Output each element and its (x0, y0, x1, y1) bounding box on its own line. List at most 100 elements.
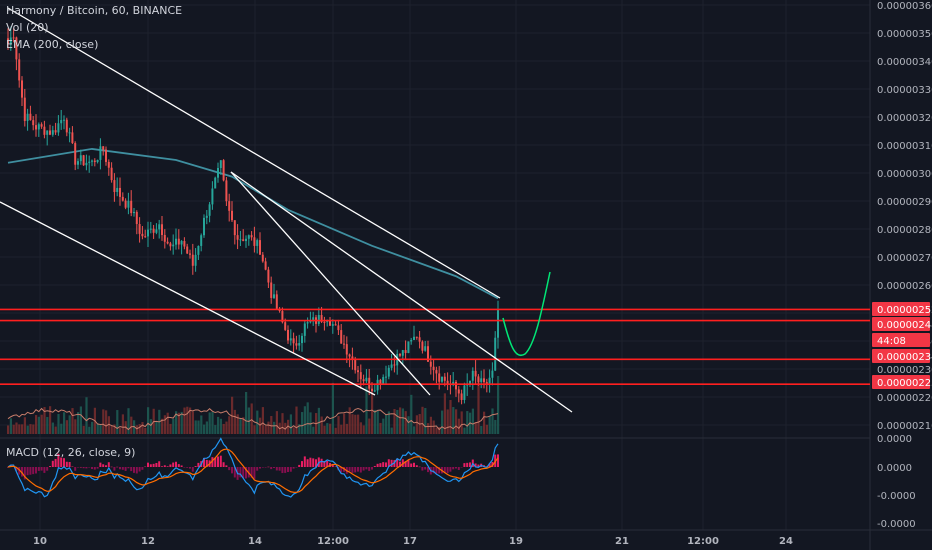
volume-bar (177, 412, 180, 434)
time-axis[interactable]: 10 12 14 12:00 17 19 21 12:00 24 (33, 536, 793, 547)
volume-bar (373, 409, 376, 434)
price-tag-label: 0.00000248 (877, 320, 932, 331)
macd-histogram-bar (407, 460, 410, 467)
volume-bar (79, 406, 82, 434)
macd-histogram-bar (79, 466, 82, 468)
volume-bar (385, 414, 388, 434)
candle-body (382, 377, 385, 384)
candle-body (194, 254, 197, 266)
volume-bar (217, 416, 220, 434)
volume-bar (138, 424, 141, 434)
volume-bar (26, 425, 29, 434)
volume-bar (357, 414, 360, 434)
volume-bar (155, 421, 158, 434)
macd-histogram-bar (278, 467, 281, 471)
volume-bar (264, 425, 267, 434)
volume-bar (225, 421, 228, 434)
volume-bar (480, 425, 483, 434)
time-tick-label: 14 (248, 536, 262, 547)
candle-body (46, 130, 49, 135)
macd-tick-label: 0.0000 (877, 434, 912, 445)
candle-body (161, 224, 163, 235)
volume-bar (485, 424, 488, 434)
price-tag-label: 0.00000252 (877, 305, 932, 316)
candle-body (373, 390, 376, 392)
macd-histogram-bar (371, 467, 373, 470)
volume-bar (312, 426, 315, 434)
ema-indicator-label[interactable]: EMA (200, close) (6, 38, 98, 51)
volume-bar (345, 423, 348, 434)
price-tag-box (872, 349, 930, 363)
candle-body (320, 315, 323, 322)
macd-histogram-bar (250, 467, 253, 478)
candle-body (77, 161, 79, 165)
price-tick-label: 0.00000220 (877, 393, 932, 404)
candle-body (474, 370, 477, 377)
candle-body (399, 354, 401, 356)
macd-histogram-bar (365, 467, 368, 470)
price-tag-box (872, 375, 930, 389)
candle-body (435, 370, 438, 374)
candle-body (337, 325, 340, 331)
macd-histogram-bar (161, 466, 163, 467)
candle-body (410, 339, 413, 342)
candle-body (469, 380, 471, 384)
candle-body (424, 346, 427, 351)
macd-histogram-bar (116, 466, 119, 468)
macd-histogram-bar (306, 459, 309, 467)
candle-body (219, 160, 222, 168)
candle-body (231, 210, 233, 221)
volume-bar (273, 421, 276, 434)
macd-indicator-label[interactable]: MACD (12, 26, close, 9) (6, 446, 135, 459)
macd-histogram-bar (368, 467, 371, 471)
candle-body (329, 320, 331, 326)
volume-bar (421, 406, 424, 434)
candle-body (180, 241, 183, 245)
volume-indicator-label[interactable]: Vol (20) (6, 21, 49, 34)
volume-bar (415, 415, 418, 434)
volume-bar (46, 416, 49, 434)
macd-histogram-bar (183, 467, 186, 468)
candle-body (460, 393, 463, 400)
candle-body (135, 211, 138, 225)
volume-bar (68, 415, 71, 434)
volume-bar (247, 407, 250, 434)
macd-histogram-bar (326, 460, 329, 467)
volume-bar (107, 416, 110, 434)
candle-body (312, 317, 315, 322)
candle-body (99, 146, 102, 160)
price-axis[interactable]: 0.00000360 0.00000350 0.00000340 0.00000330… (877, 1, 932, 530)
volume-bar (239, 418, 242, 434)
macd-histogram-bar (214, 457, 217, 467)
volume-bar (74, 419, 77, 434)
macd-histogram-bar (21, 467, 23, 477)
macd-histogram-bar (7, 467, 9, 468)
candle-body (488, 377, 491, 384)
macd-histogram-bar (60, 457, 63, 467)
macd-histogram-bar (390, 459, 393, 467)
candle-body (345, 344, 348, 355)
candle-body (253, 237, 256, 246)
macd-histogram-bar (421, 467, 424, 471)
volume-bar (376, 410, 379, 434)
macd-histogram-bar (135, 467, 138, 474)
macd-histogram-bar (119, 467, 121, 470)
macd-histogram-bar (261, 467, 264, 468)
volume-bar (40, 414, 43, 434)
candle-body (261, 254, 264, 262)
candle-body (43, 126, 46, 135)
macd-histogram-bar (452, 467, 455, 470)
volume-bar (306, 402, 309, 434)
volume-bar (281, 413, 284, 434)
volume-bar (452, 407, 455, 434)
macd-histogram-bar (348, 467, 351, 472)
price-tick-label: 0.00000280 (877, 225, 932, 236)
volume-bar (483, 411, 486, 434)
volume-bar (460, 411, 463, 434)
volume-bar (144, 427, 147, 434)
volume-bar (197, 420, 200, 434)
volume-bar (253, 425, 256, 434)
candle-body (343, 343, 345, 345)
macd-tick-label: 0.0000 (877, 463, 912, 474)
